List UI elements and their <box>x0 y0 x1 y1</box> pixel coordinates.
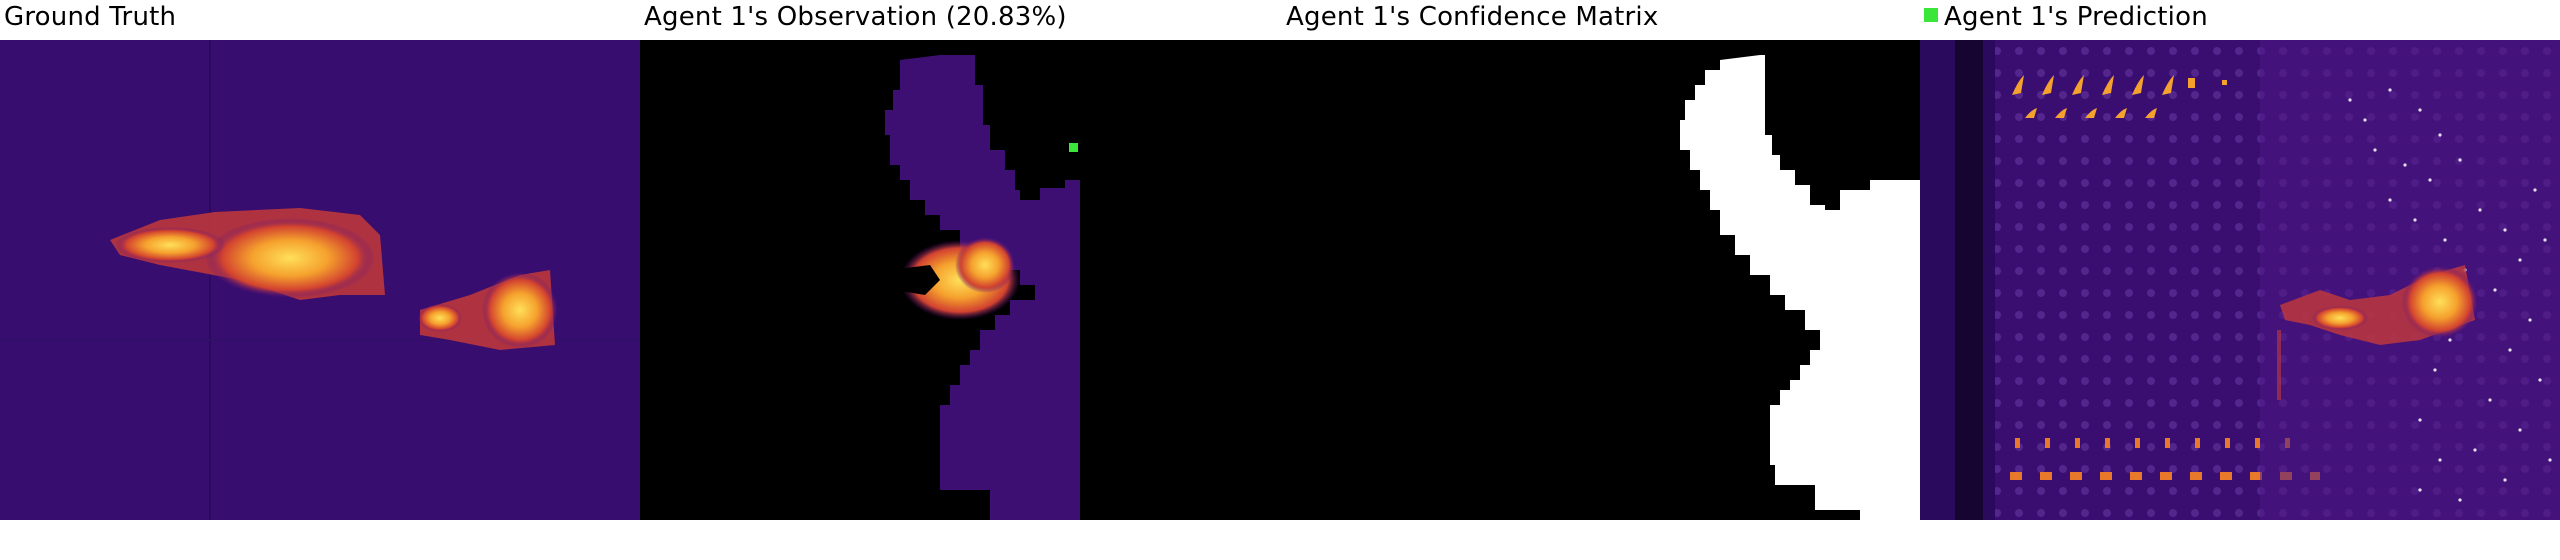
prediction-title-wrap: Agent 1's Prediction <box>1924 2 2208 32</box>
observation-heatmap <box>640 40 1280 520</box>
prediction-panel <box>1920 40 2560 520</box>
ground-truth-panel <box>0 40 640 520</box>
confidence-matrix-mask <box>1280 40 1920 520</box>
prediction-title: Agent 1's Prediction <box>1944 2 2208 32</box>
observation-title: Agent 1's Observation (20.83%) <box>644 2 1067 32</box>
confidence-matrix-title: Agent 1's Confidence Matrix <box>1286 2 1659 32</box>
confidence-matrix-panel <box>1280 40 1920 520</box>
ground-truth-heatmap <box>0 40 640 520</box>
agent-marker <box>1069 143 1078 152</box>
prediction-heatmap <box>1920 40 2560 520</box>
observation-panel <box>640 40 1280 520</box>
ground-truth-title: Ground Truth <box>4 2 177 32</box>
green-square-icon <box>1924 7 1938 22</box>
